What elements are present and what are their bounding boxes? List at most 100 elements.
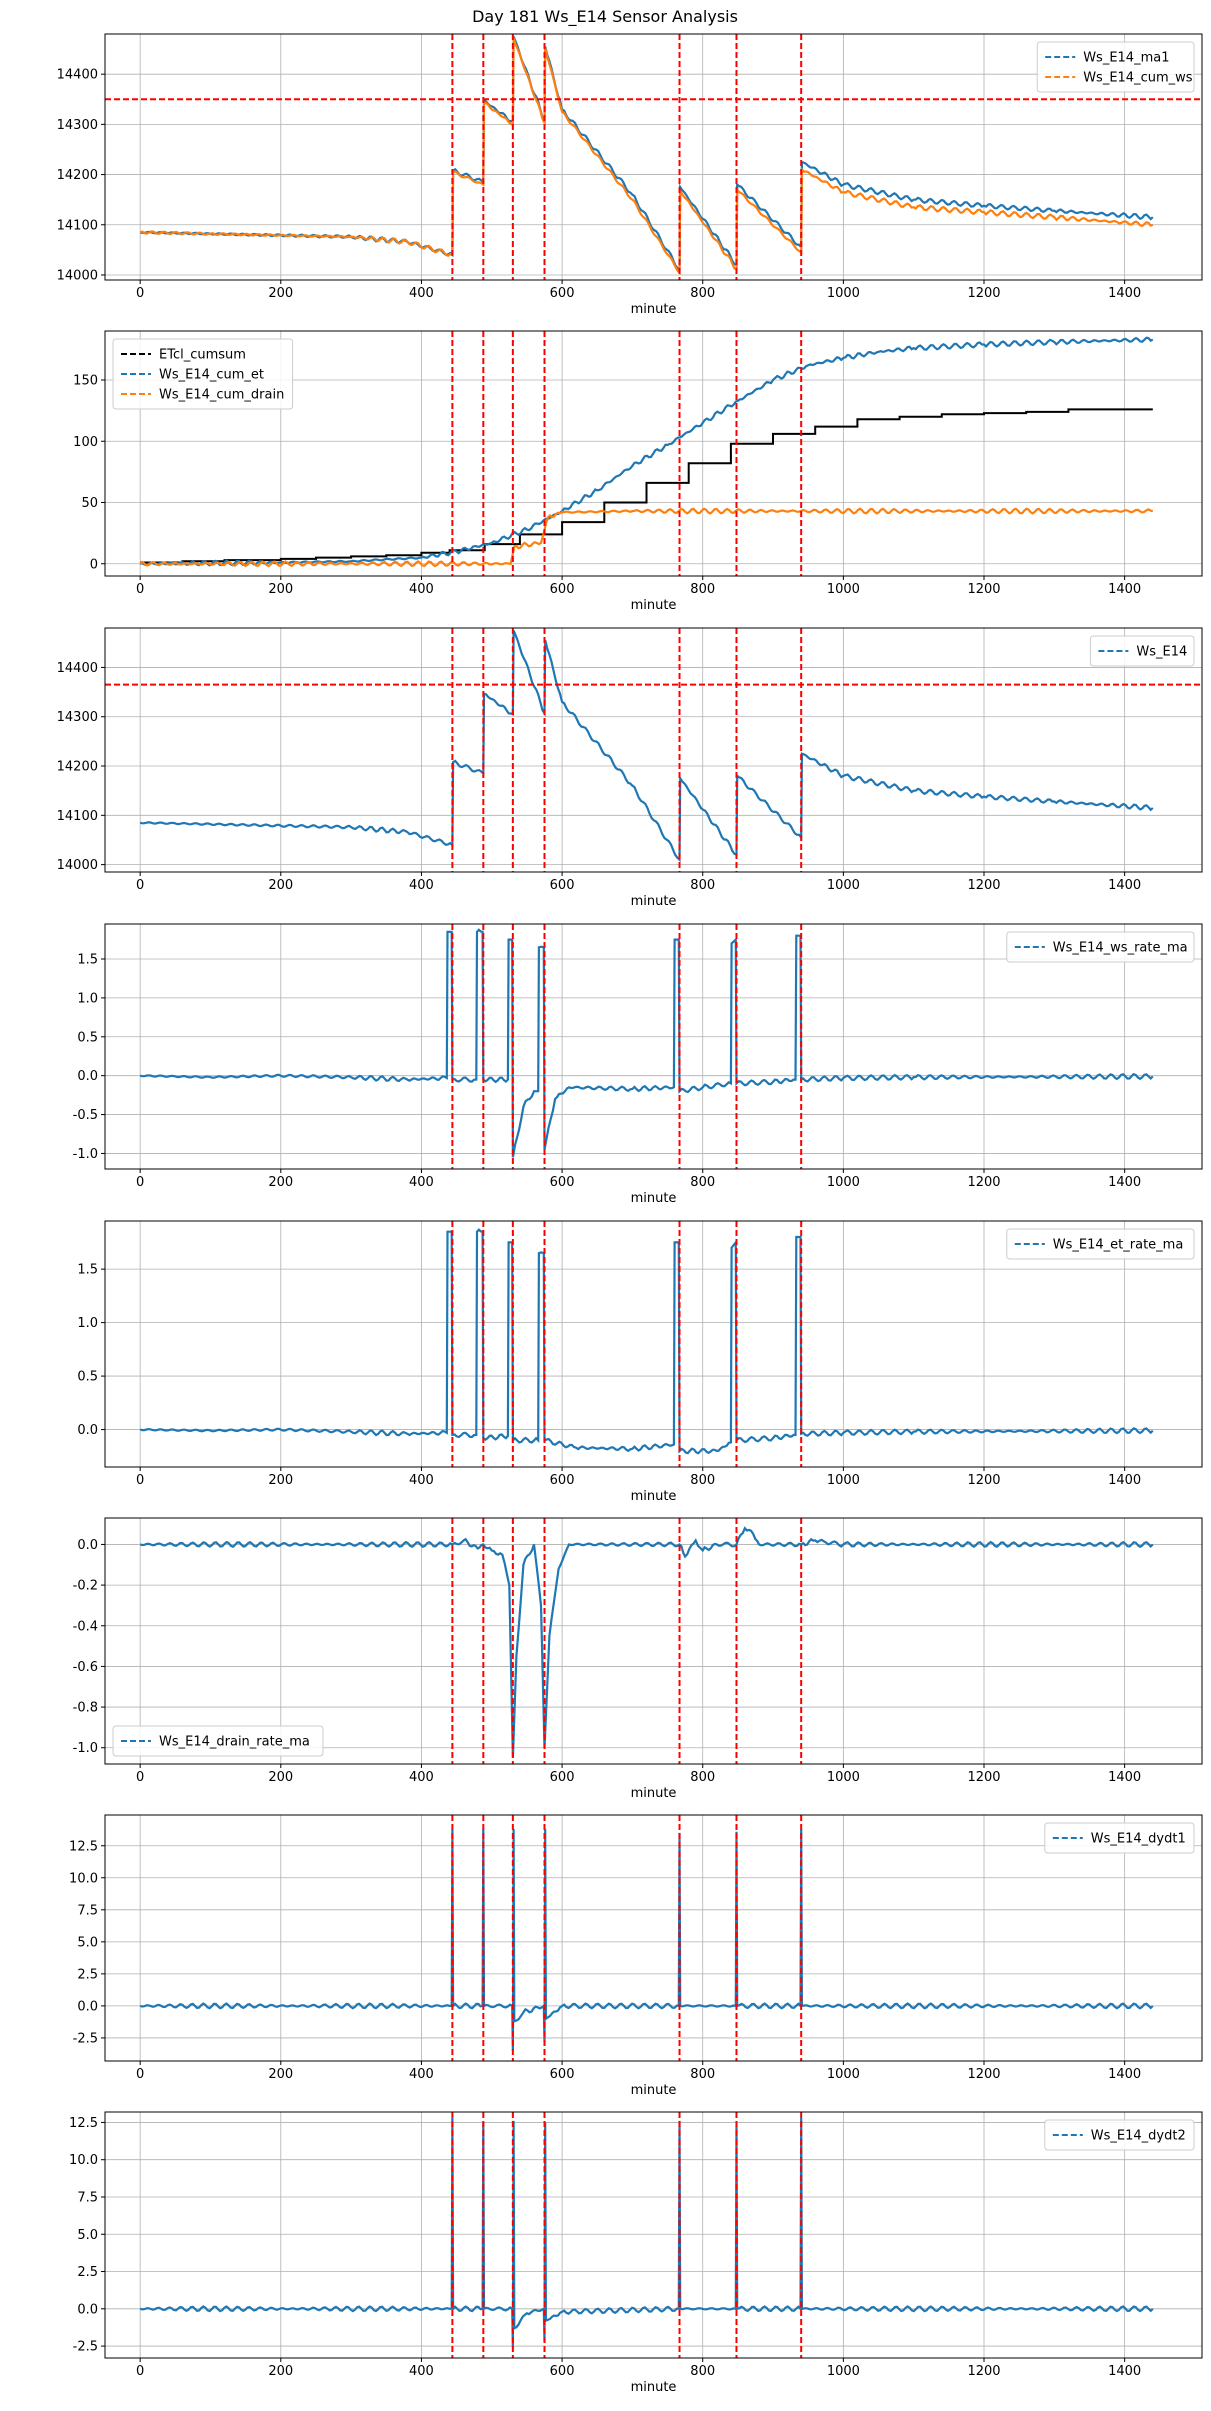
legend: Ws_E14_ma1 Ws_E14_cum_ws [1036, 41, 1195, 93]
x-axis-label: minute [631, 302, 677, 317]
plot-area [139, 924, 1154, 1169]
x-tick-label: 400 [409, 582, 434, 597]
legend-label: Ws_E14_cum_ws [1083, 71, 1193, 86]
x-axis-label: minute [631, 2083, 677, 2098]
x-tick-label: 800 [690, 582, 715, 597]
y-tick-label: -1.0 [73, 1741, 98, 1756]
axes-frame [104, 330, 1203, 577]
series-line-Ws_E14_cum_drain [139, 507, 1154, 568]
y-tick-label: 14000 [57, 268, 98, 283]
chart-panel-5: 0 200 400 600 800 1000 1200 1400 0.0 0.5 1.0 1.5 min… [77, 1220, 1203, 1504]
legend: Ws_E14_dydt2 [1044, 2119, 1195, 2151]
x-tick-label: 1200 [967, 1473, 1000, 1488]
x-tick-label: 400 [409, 878, 434, 893]
x-tick-label: 1000 [827, 2067, 860, 2082]
plot-area [139, 1221, 1154, 1467]
y-tick-label: 0.5 [77, 1030, 98, 1045]
y-tick-label: 2.5 [77, 1967, 98, 1982]
y-tick-label: 1.5 [77, 1263, 98, 1278]
x-tick-label: 600 [550, 1473, 575, 1488]
x-tick-label: 400 [409, 1770, 434, 1785]
plot-area [139, 1518, 1154, 1764]
legend-label: Ws_E14_ws_rate_ma [1053, 941, 1188, 956]
x-tick-label: 1400 [1108, 286, 1141, 301]
x-tick-label: 600 [550, 1175, 575, 1190]
y-tick-label: 0.0 [77, 1069, 98, 1084]
x-tick-label: 600 [550, 582, 575, 597]
x-tick-label: 800 [690, 286, 715, 301]
legend-box [1044, 2119, 1195, 2151]
legend-box [1044, 1822, 1195, 1854]
x-tick-label: 1000 [827, 1175, 860, 1190]
axes-frame [104, 627, 1203, 873]
chart-panel-7: 0 200 400 600 800 1000 1200 1400 -2.5 0.0 2.5 5.0 7.… [69, 1814, 1203, 2098]
x-tick-label: 1200 [967, 1770, 1000, 1785]
x-tick-label: 400 [409, 1175, 434, 1190]
x-tick-label: 600 [550, 2364, 575, 2379]
x-tick-label: 1000 [827, 1770, 860, 1785]
y-tick-label: 2.5 [77, 2265, 98, 2280]
y-tick-label: 5.0 [77, 2228, 98, 2243]
series-line-Ws_E14_ws_rate_ma [139, 928, 1154, 1158]
axes-frame [104, 1220, 1203, 1468]
x-tick-label: 600 [550, 878, 575, 893]
x-tick-label: 0 [136, 878, 144, 893]
legend-label: Ws_E14_et_rate_ma [1053, 1238, 1184, 1253]
y-tick-label: 50 [81, 496, 98, 511]
legend: ETcl_cumsum Ws_E14_cum_et Ws_E14_cum_drain [112, 338, 294, 410]
y-tick-label: 0.0 [77, 2302, 98, 2317]
x-axis-label: minute [631, 1489, 677, 1504]
x-tick-label: 200 [268, 286, 293, 301]
series-line-Ws_E14_et_rate_ma [139, 1228, 1154, 1455]
x-tick-label: 1200 [967, 286, 1000, 301]
x-tick-label: 800 [690, 878, 715, 893]
y-tick-label: 10.0 [69, 1871, 98, 1886]
chart-panel-1: 0 200 400 600 800 1000 1200 1400 14000 14100 14200… [57, 33, 1203, 317]
legend-label: Ws_E14_cum_drain [159, 388, 284, 403]
x-tick-label: 600 [550, 2067, 575, 2082]
plot-area [139, 1815, 1154, 2061]
x-tick-label: 0 [136, 1473, 144, 1488]
x-tick-label: 1000 [827, 1473, 860, 1488]
plot-area [105, 628, 1202, 872]
x-tick-label: 1200 [967, 2067, 1000, 2082]
x-tick-label: 1000 [827, 2364, 860, 2379]
x-tick-label: 1400 [1108, 878, 1141, 893]
y-tick-label: 14000 [57, 858, 98, 873]
y-tick-label: 14400 [57, 68, 98, 83]
x-tick-label: 1000 [827, 582, 860, 597]
legend: Ws_E14_dydt1 [1044, 1822, 1195, 1854]
x-tick-label: 400 [409, 286, 434, 301]
y-tick-label: 10.0 [69, 2153, 98, 2168]
series-line-Ws_E14_dydt1 [139, 1829, 1154, 2051]
legend-label: Ws_E14_dydt2 [1091, 2129, 1186, 2144]
x-tick-label: 800 [690, 1770, 715, 1785]
legend-box [1006, 931, 1195, 963]
y-tick-label: -2.5 [73, 2031, 98, 2046]
chart-panel-4: 0 200 400 600 800 1000 1200 1400 -1.0 -0.5 0.0 0.5 1… [73, 923, 1203, 1206]
y-tick-label: -0.2 [73, 1579, 98, 1594]
x-tick-label: 400 [409, 2364, 434, 2379]
y-tick-label: 1.0 [77, 1316, 98, 1331]
y-tick-label: 14200 [57, 168, 98, 183]
chart-panel-8: 0 200 400 600 800 1000 1200 1400 -2.5 0.0 2.5 5.0 7.… [69, 2111, 1203, 2395]
x-tick-label: 1000 [827, 878, 860, 893]
legend-box [112, 1725, 324, 1757]
x-tick-label: 200 [268, 2364, 293, 2379]
x-tick-label: 1200 [967, 2364, 1000, 2379]
y-tick-label: -1.0 [73, 1147, 98, 1162]
y-tick-label: 14200 [57, 760, 98, 775]
x-tick-label: 200 [268, 582, 293, 597]
x-tick-label: 200 [268, 2067, 293, 2082]
x-axis-label: minute [631, 2380, 677, 2395]
y-tick-label: 0 [90, 557, 98, 572]
legend-label: Ws_E14_cum_et [159, 368, 264, 383]
x-tick-label: 1400 [1108, 1770, 1141, 1785]
legend-box [112, 338, 294, 410]
y-tick-label: -0.5 [73, 1108, 98, 1123]
x-tick-label: 1200 [967, 1175, 1000, 1190]
y-tick-label: 12.5 [69, 1839, 98, 1854]
y-tick-label: 14300 [57, 710, 98, 725]
x-tick-label: 1200 [967, 878, 1000, 893]
